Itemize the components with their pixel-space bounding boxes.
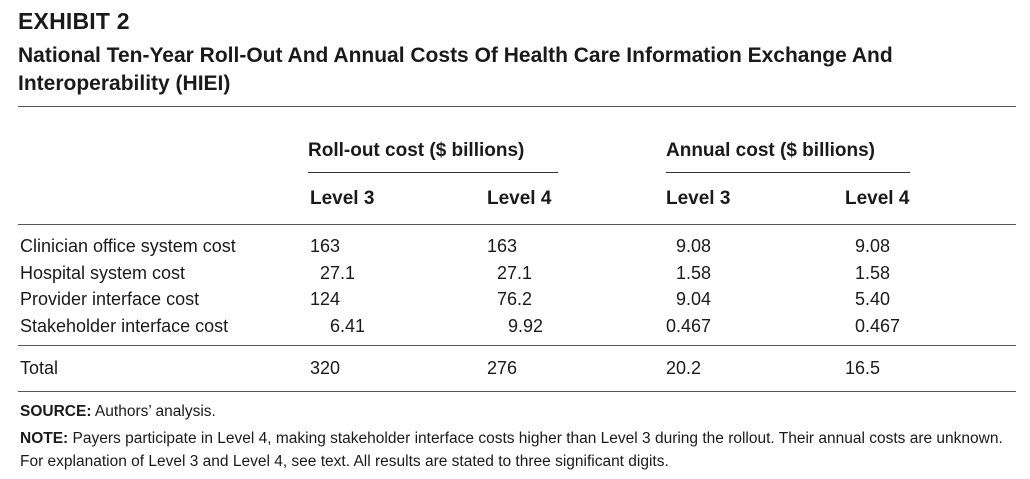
row-label-hospital: Hospital system cost xyxy=(20,263,186,283)
source-note: SOURCE: Authors’ analysis. xyxy=(20,400,1010,423)
group-underline-rollout xyxy=(308,172,558,173)
cell-hospital-annual-l3: 1.58 xyxy=(676,263,712,283)
cell-total-rollout-l3: 320 xyxy=(310,358,341,378)
row-label-provider-interface: Provider interface cost xyxy=(20,289,200,309)
note-text: Payers participate in Level 4, making st… xyxy=(20,430,1003,470)
level-header-rollout-level3: Level 3 xyxy=(310,188,375,209)
header-rule xyxy=(18,224,1016,225)
cell-stakeholder-rollout-l4: 9.92 xyxy=(508,316,544,336)
top-rule xyxy=(18,106,1016,107)
exhibit-title: National Ten-Year Roll-Out And Annual Co… xyxy=(18,44,893,95)
cell-total-annual-l3: 20.2 xyxy=(666,358,702,378)
cell-hospital-annual-l4: 1.58 xyxy=(855,263,891,283)
row-label-total: Total xyxy=(20,358,59,378)
cell-hospital-rollout-l4: 27.1 xyxy=(497,263,533,283)
cell-hospital-rollout-l3: 27.1 xyxy=(320,263,356,283)
cell-clinician-annual-l4: 9.08 xyxy=(855,236,891,256)
group-header-rollout: Roll-out cost ($ billions) xyxy=(308,140,525,161)
cell-provider-rollout-l3: 124 xyxy=(310,289,341,309)
cell-provider-rollout-l4: 76.2 xyxy=(497,289,533,309)
row-label-stakeholder-interface: Stakeholder interface cost xyxy=(20,316,229,336)
cell-provider-annual-l4: 5.40 xyxy=(855,289,891,309)
level-header-rollout-level4: Level 4 xyxy=(487,188,552,209)
general-note: NOTE: Payers participate in Level 4, mak… xyxy=(20,427,1010,473)
note-label: NOTE: xyxy=(20,430,69,447)
cell-clinician-rollout-l3: 163 xyxy=(310,236,341,256)
exhibit-label: EXHIBIT 2 xyxy=(18,8,130,34)
source-text: Authors’ analysis. xyxy=(91,403,216,420)
cell-stakeholder-annual-l3: 0.467 xyxy=(666,316,712,336)
group-underline-annual xyxy=(666,172,910,173)
cell-stakeholder-annual-l4: 0.467 xyxy=(855,316,901,336)
cell-provider-annual-l3: 9.04 xyxy=(676,289,712,309)
cell-stakeholder-rollout-l3: 6.41 xyxy=(330,316,366,336)
level-header-annual-level4: Level 4 xyxy=(845,188,910,209)
cell-total-rollout-l4: 276 xyxy=(487,358,518,378)
cell-total-annual-l4: 16.5 xyxy=(845,358,881,378)
bottom-rule xyxy=(18,391,1016,392)
source-label: SOURCE: xyxy=(20,403,92,420)
level-header-annual-level3: Level 3 xyxy=(666,188,731,209)
group-header-annual: Annual cost ($ billions) xyxy=(666,140,876,161)
row-label-clinician: Clinician office system cost xyxy=(20,236,236,256)
total-rule xyxy=(18,345,1016,346)
cell-clinician-rollout-l4: 163 xyxy=(487,236,518,256)
cell-clinician-annual-l3: 9.08 xyxy=(676,236,712,256)
